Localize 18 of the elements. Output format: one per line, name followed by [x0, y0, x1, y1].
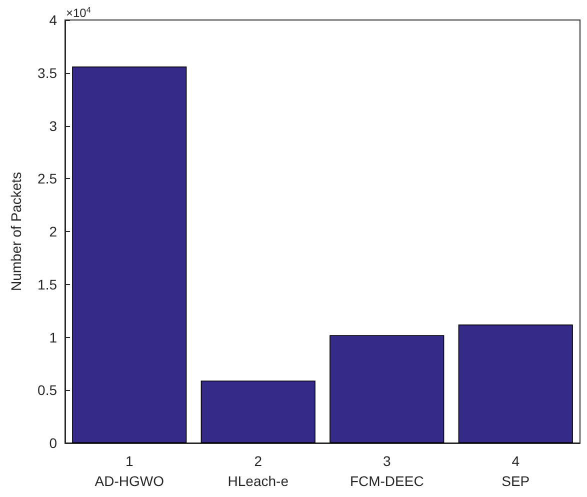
y-tick-label: 0: [49, 435, 58, 451]
y-tick-label: 1.5: [38, 276, 58, 292]
x-tick-label: 4 SEP: [502, 453, 530, 489]
bar: [200, 380, 316, 443]
x-tick-label: 1 AD-HGWO: [94, 453, 164, 489]
y-tick-label: 3: [49, 118, 58, 134]
y-tick-label: 3.5: [38, 64, 58, 81]
y-tick-label: 2: [49, 224, 58, 240]
y-tick-label: 0.5: [38, 382, 58, 398]
y-tick-label: 1: [49, 329, 58, 346]
x-tick-label: 2 HLeach-e: [228, 453, 289, 489]
bar: [72, 66, 187, 443]
y-axis-title: Number of Packets: [8, 172, 24, 292]
bar: [458, 324, 573, 443]
y-tick-label: 4: [49, 12, 58, 28]
bar: [330, 335, 444, 443]
y-tick-label: 2.5: [38, 170, 58, 187]
x-tick-label: 3 FCM-DEEC: [350, 453, 424, 489]
